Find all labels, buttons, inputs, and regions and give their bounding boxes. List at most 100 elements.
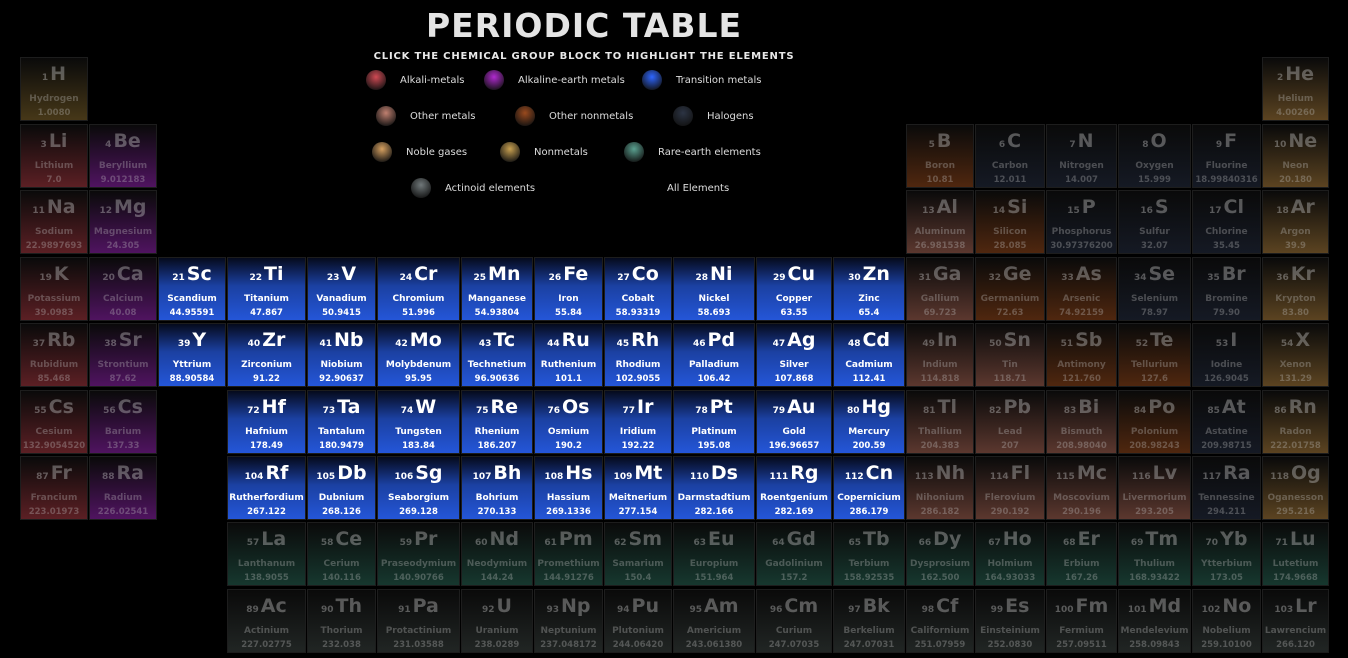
element-rubidium[interactable]: 37 Rb Rubidium 85.468 xyxy=(20,323,88,387)
element-potassium[interactable]: 19 K Potassium 39.0983 xyxy=(20,257,88,321)
element-curium[interactable]: 96 Cm Curium 247.07035 xyxy=(756,589,832,653)
element-oganesson[interactable]: 118 Og Oganesson 295.216 xyxy=(1262,456,1329,520)
element-lanthanum[interactable]: 57 La Lanthanum 138.9055 xyxy=(227,522,306,586)
element-samarium[interactable]: 62 Sm Samarium 150.4 xyxy=(604,522,672,586)
element-cobalt[interactable]: 27 Co Cobalt 58.93319 xyxy=(604,257,672,321)
element-yttrium[interactable]: 39 Y Yttrium 88.90584 xyxy=(158,323,226,387)
element-tellurium[interactable]: 52 Te Tellurium 127.6 xyxy=(1118,323,1191,387)
element-mercury[interactable]: 80 Hg Mercury 200.59 xyxy=(833,390,905,454)
element-ruthenium[interactable]: 44 Ru Ruthenium 101.1 xyxy=(534,323,603,387)
element-gold[interactable]: 79 Au Gold 196.96657 xyxy=(756,390,832,454)
element-lawrencium[interactable]: 103 Lr Lawrencium 266.120 xyxy=(1262,589,1329,653)
element-fluorine[interactable]: 9 F Fluorine 18.99840316 xyxy=(1192,124,1261,188)
element-tantalum[interactable]: 73 Ta Tantalum 180.9479 xyxy=(307,390,376,454)
element-argon[interactable]: 18 Ar Argon 39.9 xyxy=(1262,190,1329,254)
element-silicon[interactable]: 14 Si Silicon 28.085 xyxy=(975,190,1045,254)
legend-transition-metals[interactable]: Transition metals xyxy=(642,69,761,91)
element-osmium[interactable]: 76 Os Osmium 190.2 xyxy=(534,390,603,454)
element-selenium[interactable]: 34 Se Selenium 78.97 xyxy=(1118,257,1191,321)
legend-alkali-metals[interactable]: Alkali-metals xyxy=(366,69,464,91)
element-francium[interactable]: 87 Fr Francium 223.01973 xyxy=(20,456,88,520)
element-tin[interactable]: 50 Sn Tin 118.71 xyxy=(975,323,1045,387)
legend-noble-gases[interactable]: Noble gases xyxy=(372,141,467,163)
element-zirconium[interactable]: 40 Zr Zirconium 91.22 xyxy=(227,323,306,387)
element-berkelium[interactable]: 97 Bk Berkelium 247.07031 xyxy=(833,589,905,653)
element-dysprosium[interactable]: 66 Dy Dysprosium 162.500 xyxy=(906,522,974,586)
element-gallium[interactable]: 31 Ga Gallium 69.723 xyxy=(906,257,974,321)
element-oxygen[interactable]: 8 O Oxygen 15.999 xyxy=(1118,124,1191,188)
element-hydrogen[interactable]: 1 H Hydrogen 1.0080 xyxy=(20,57,88,121)
element-nihonium[interactable]: 113 Nh Nihonium 286.182 xyxy=(906,456,974,520)
element-zinc[interactable]: 30 Zn Zinc 65.4 xyxy=(833,257,905,321)
element-thallium[interactable]: 81 Tl Thallium 204.383 xyxy=(906,390,974,454)
element-polonium[interactable]: 84 Po Polonium 208.98243 xyxy=(1118,390,1191,454)
element-plutonium[interactable]: 94 Pu Plutonium 244.06420 xyxy=(604,589,672,653)
element-indium[interactable]: 49 In Indium 114.818 xyxy=(906,323,974,387)
element-aluminum[interactable]: 13 Al Aluminum 26.981538 xyxy=(906,190,974,254)
element-thorium[interactable]: 90 Th Thorium 232.038 xyxy=(307,589,376,653)
element-neodymium[interactable]: 60 Nd Neodymium 144.24 xyxy=(461,522,533,586)
element-thulium[interactable]: 69 Tm Thulium 168.93422 xyxy=(1118,522,1191,586)
element-nitrogen[interactable]: 7 N Nitrogen 14.007 xyxy=(1046,124,1117,188)
element-neptunium[interactable]: 93 Np Neptunium 237.048172 xyxy=(534,589,603,653)
element-holmium[interactable]: 67 Ho Holmium 164.93033 xyxy=(975,522,1045,586)
element-radium[interactable]: 88 Ra Radium 226.02541 xyxy=(89,456,157,520)
element-arsenic[interactable]: 33 As Arsenic 74.92159 xyxy=(1046,257,1117,321)
element-sulfur[interactable]: 16 S Sulfur 32.07 xyxy=(1118,190,1191,254)
element-protactinium[interactable]: 91 Pa Protactinium 231.03588 xyxy=(377,589,460,653)
element-praseodymium[interactable]: 59 Pr Praseodymium 140.90766 xyxy=(377,522,460,586)
element-krypton[interactable]: 36 Kr Krypton 83.80 xyxy=(1262,257,1329,321)
element-hassium[interactable]: 108 Hs Hassium 269.1336 xyxy=(534,456,603,520)
element-bohrium[interactable]: 107 Bh Bohrium 270.133 xyxy=(461,456,533,520)
element-dubnium[interactable]: 105 Db Dubnium 268.126 xyxy=(307,456,376,520)
element-iron[interactable]: 26 Fe Iron 55.84 xyxy=(534,257,603,321)
element-platinum[interactable]: 78 Pt Platinum 195.08 xyxy=(673,390,755,454)
element-copernicium[interactable]: 112 Cn Copernicium 286.179 xyxy=(833,456,905,520)
element-magnesium[interactable]: 12 Mg Magnesium 24.305 xyxy=(89,190,157,254)
element-carbon[interactable]: 6 C Carbon 12.011 xyxy=(975,124,1045,188)
element-uranium[interactable]: 92 U Uranium 238.0289 xyxy=(461,589,533,653)
legend-rare-earth-elements[interactable]: Rare-earth elements xyxy=(624,141,761,163)
element-promethium[interactable]: 61 Pm Promethium 144.91276 xyxy=(534,522,603,586)
legend-other-metals[interactable]: Other metals xyxy=(376,105,476,127)
element-americium[interactable]: 95 Am Americium 243.061380 xyxy=(673,589,755,653)
element-neon[interactable]: 10 Ne Neon 20.180 xyxy=(1262,124,1329,188)
element-rhodium[interactable]: 45 Rh Rhodium 102.9055 xyxy=(604,323,672,387)
element-phosphorus[interactable]: 15 P Phosphorus 30.97376200 xyxy=(1046,190,1117,254)
element-einsteinium[interactable]: 99 Es Einsteinium 252.0830 xyxy=(975,589,1045,653)
element-radon[interactable]: 86 Rn Radon 222.01758 xyxy=(1262,390,1329,454)
element-palladium[interactable]: 46 Pd Palladium 106.42 xyxy=(673,323,755,387)
element-lithium[interactable]: 3 Li Lithium 7.0 xyxy=(20,124,88,188)
element-boron[interactable]: 5 B Boron 10.81 xyxy=(906,124,974,188)
element-californium[interactable]: 98 Cf Californium 251.07959 xyxy=(906,589,974,653)
element-silver[interactable]: 47 Ag Silver 107.868 xyxy=(756,323,832,387)
element-livermorium[interactable]: 116 Lv Livermorium 293.205 xyxy=(1118,456,1191,520)
element-strontium[interactable]: 38 Sr Strontium 87.62 xyxy=(89,323,157,387)
element-tennessine[interactable]: 117 Ra Tennessine 294.211 xyxy=(1192,456,1261,520)
element-scandium[interactable]: 21 Sc Scandium 44.95591 xyxy=(158,257,226,321)
element-flerovium[interactable]: 114 Fl Flerovium 290.192 xyxy=(975,456,1045,520)
element-chlorine[interactable]: 17 Cl Chlorine 35.45 xyxy=(1192,190,1261,254)
element-roentgenium[interactable]: 111 Rg Roentgenium 282.169 xyxy=(756,456,832,520)
element-darmstadtium[interactable]: 110 Ds Darmstadtium 282.166 xyxy=(673,456,755,520)
element-barium[interactable]: 56 Cs Barium 137.33 xyxy=(89,390,157,454)
element-vanadium[interactable]: 23 V Vanadium 50.9415 xyxy=(307,257,376,321)
element-molybdenum[interactable]: 42 Mo Molybdenum 95.95 xyxy=(377,323,460,387)
element-seaborgium[interactable]: 106 Sg Seaborgium 269.128 xyxy=(377,456,460,520)
element-nickel[interactable]: 28 Ni Nickel 58.693 xyxy=(673,257,755,321)
element-technetium[interactable]: 43 Tc Technetium 96.90636 xyxy=(461,323,533,387)
legend-halogens[interactable]: Halogens xyxy=(673,105,754,127)
element-mendelevium[interactable]: 101 Md Mendelevium 258.09843 xyxy=(1118,589,1191,653)
element-antimony[interactable]: 51 Sb Antimony 121.760 xyxy=(1046,323,1117,387)
element-beryllium[interactable]: 4 Be Beryllium 9.012183 xyxy=(89,124,157,188)
element-xenon[interactable]: 54 X Xenon 131.29 xyxy=(1262,323,1329,387)
element-ytterbium[interactable]: 70 Yb Ytterbium 173.05 xyxy=(1192,522,1261,586)
element-rhenium[interactable]: 75 Re Rhenium 186.207 xyxy=(461,390,533,454)
element-actinium[interactable]: 89 Ac Actinium 227.02775 xyxy=(227,589,306,653)
element-terbium[interactable]: 65 Tb Terbium 158.92535 xyxy=(833,522,905,586)
legend-actinoid-elements[interactable]: Actinoid elements xyxy=(411,177,535,199)
element-germanium[interactable]: 32 Ge Germanium 72.63 xyxy=(975,257,1045,321)
element-iridium[interactable]: 77 Ir Iridium 192.22 xyxy=(604,390,672,454)
element-cadmium[interactable]: 48 Cd Cadmium 112.41 xyxy=(833,323,905,387)
element-gadolinium[interactable]: 64 Gd Gadolinium 157.2 xyxy=(756,522,832,586)
